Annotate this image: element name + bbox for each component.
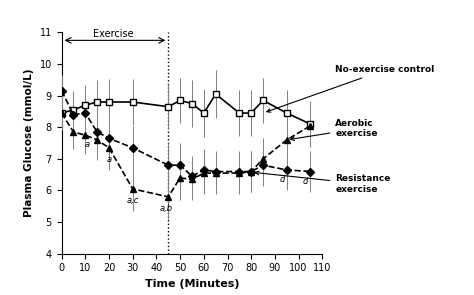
Text: a: a [85,140,90,149]
Text: a,c: a,c [127,196,139,205]
X-axis label: Time (Minutes): Time (Minutes) [145,279,239,289]
Text: Resistance
exercise: Resistance exercise [255,171,391,194]
Text: d: d [303,177,309,186]
Text: d: d [279,175,285,184]
Text: a,b: a,b [159,204,173,213]
Text: No-exercise control: No-exercise control [267,65,435,112]
Text: Exercise: Exercise [93,30,134,40]
Y-axis label: Plasma Glucose (mmol/L): Plasma Glucose (mmol/L) [24,69,34,217]
Text: Aerobic
exercise: Aerobic exercise [291,119,378,140]
Text: a: a [107,155,111,164]
